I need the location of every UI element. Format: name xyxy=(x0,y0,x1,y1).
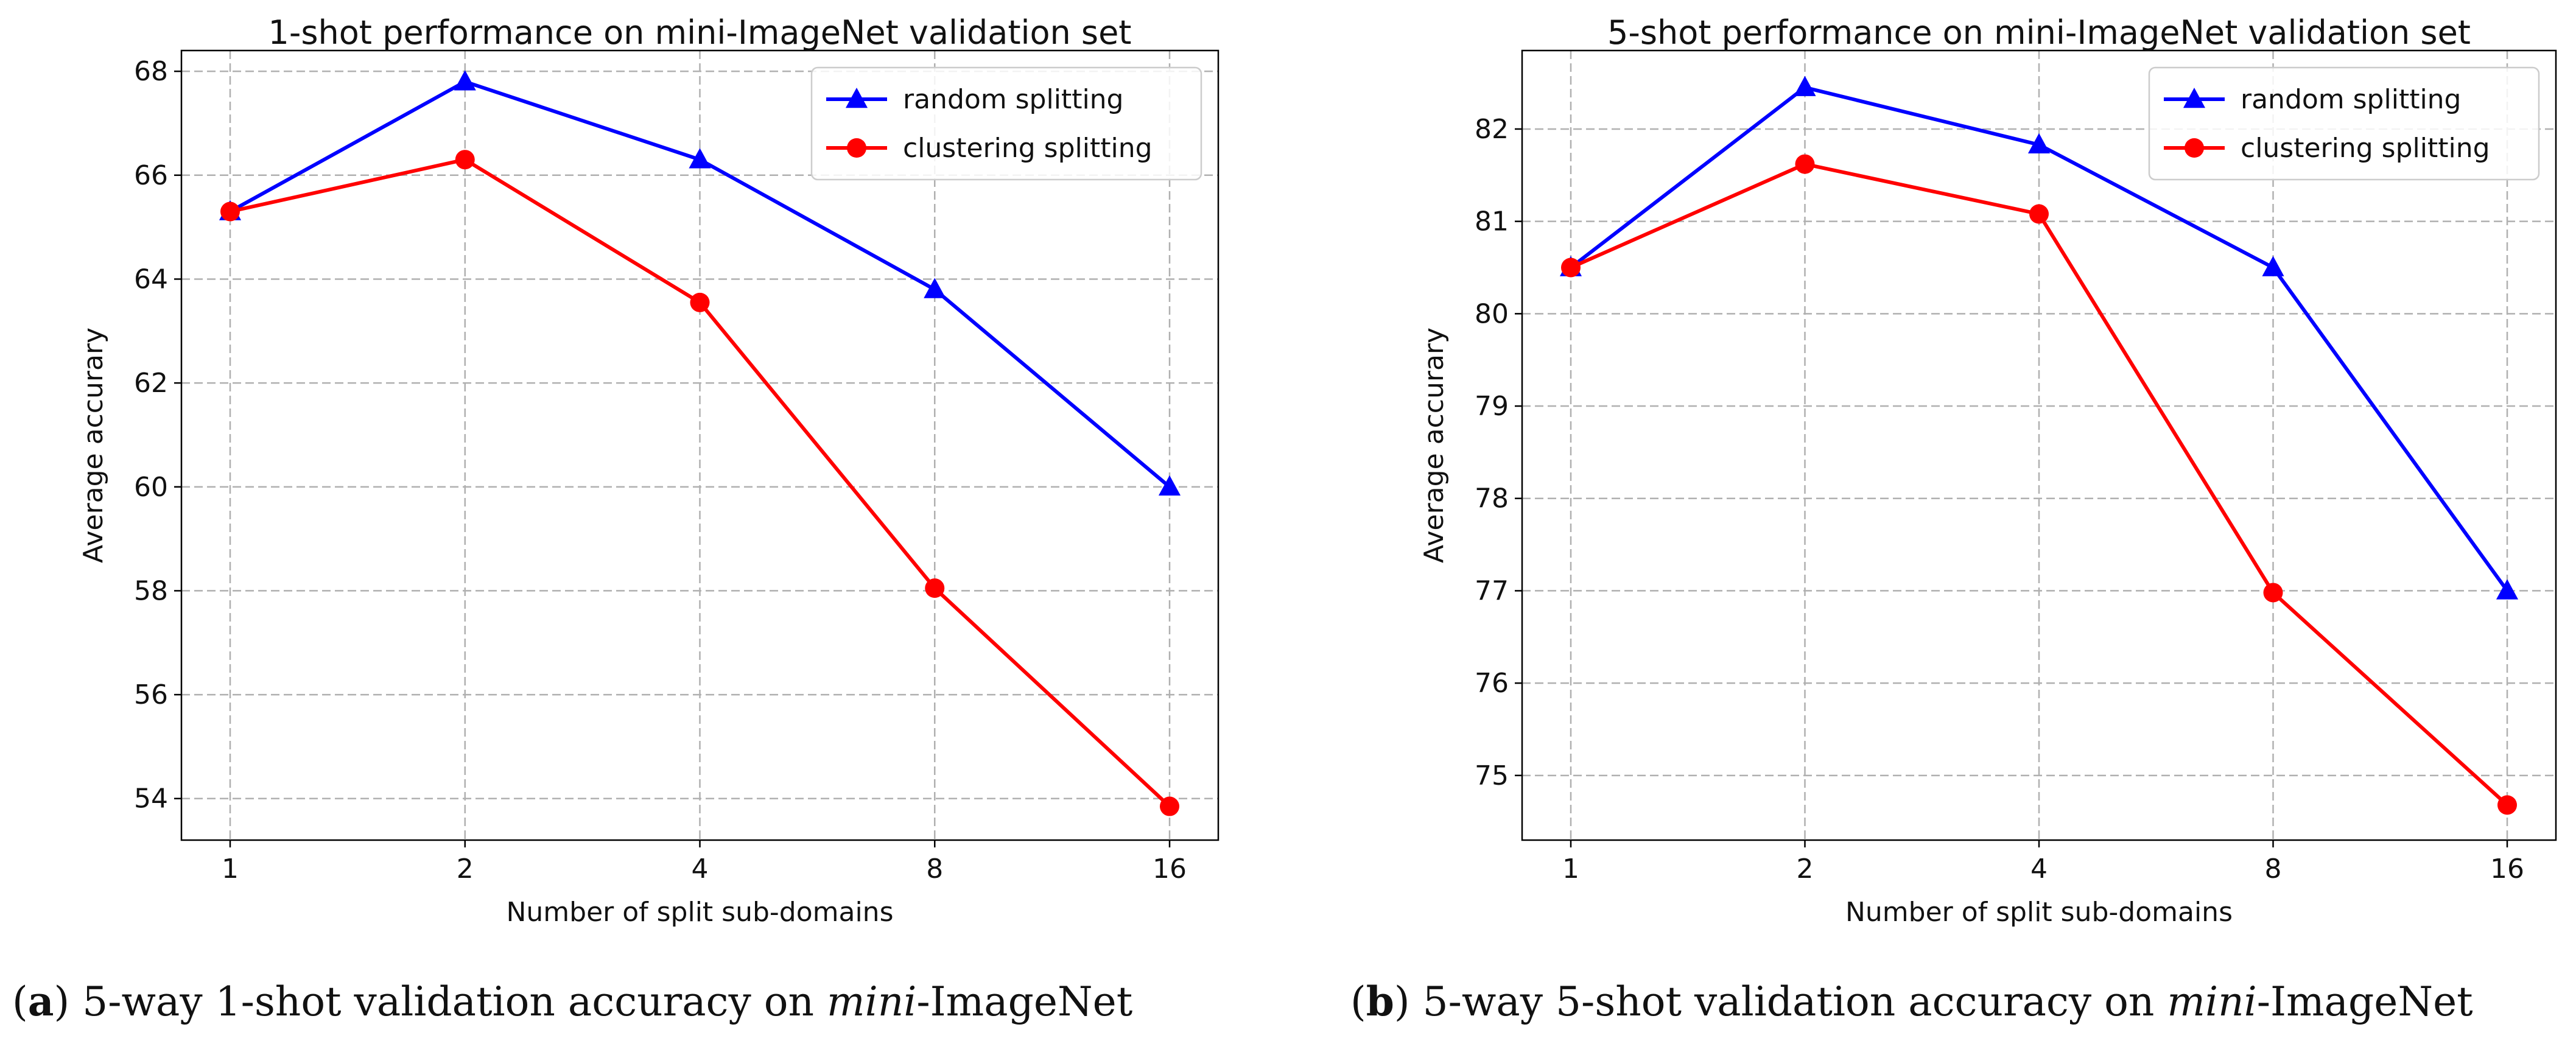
caption-paren-open: ( xyxy=(12,978,28,1025)
data-point xyxy=(925,578,945,598)
y-tick-label: 77 xyxy=(1475,575,1509,606)
data-point xyxy=(2029,204,2049,224)
y-tick-label: 56 xyxy=(134,679,168,710)
chart-title: 5-shot performance on mini-ImageNet vali… xyxy=(1607,13,2471,52)
data-point xyxy=(1795,154,1815,174)
legend-marker xyxy=(845,88,868,108)
legend-marker xyxy=(847,138,866,158)
data-point xyxy=(1158,475,1181,496)
legend-label: clustering splitting xyxy=(903,133,1153,164)
figure-caption: (b) 5-way 5-shot validation accuracy on … xyxy=(1350,978,2473,1025)
x-tick-label: 8 xyxy=(926,853,943,885)
legend-label: clustering splitting xyxy=(2241,133,2490,164)
data-point xyxy=(924,278,946,298)
legend-label: random splitting xyxy=(903,84,1123,115)
y-tick-label: 58 xyxy=(134,575,168,606)
data-point xyxy=(1160,796,1179,816)
x-tick-label: 8 xyxy=(2265,853,2282,885)
x-axis-label: Number of split sub-domains xyxy=(506,897,893,928)
caption-paren-close: ) xyxy=(1394,978,1423,1025)
y-tick-label: 75 xyxy=(1475,760,1509,791)
caption-label: a xyxy=(28,978,54,1025)
caption-emph: mini xyxy=(2167,978,2256,1025)
x-axis-label: Number of split sub-domains xyxy=(1845,897,2233,928)
y-tick-label: 81 xyxy=(1475,206,1509,237)
data-point xyxy=(2027,133,2051,153)
y-axis-label: Average accurary xyxy=(78,328,109,563)
x-tick-label: 16 xyxy=(1153,853,1187,885)
data-point xyxy=(2496,579,2519,600)
x-tick-label: 4 xyxy=(2030,853,2048,885)
figure-caption: (a) 5-way 1-shot validation accuracy on … xyxy=(12,978,1132,1025)
y-tick-label: 68 xyxy=(134,56,168,87)
y-tick-label: 82 xyxy=(1475,114,1509,145)
chart-panel-1: 1 2 4 8 16 54 56 58 60 62 64 66 68 1-shot performance… xyxy=(12,13,1220,1025)
caption-paren-open: ( xyxy=(1350,978,1366,1025)
data-point xyxy=(690,292,710,312)
chart-title: 1-shot performance on mini-ImageNet vali… xyxy=(268,13,1132,52)
legend-marker xyxy=(2185,138,2204,158)
data-point xyxy=(2262,256,2284,276)
y-tick-label: 66 xyxy=(134,160,168,191)
data-point xyxy=(220,202,240,222)
data-point xyxy=(689,148,711,169)
legend: random splitting clustering splitting xyxy=(2148,66,2540,181)
y-tick-label: 80 xyxy=(1475,298,1509,329)
y-tick-label: 64 xyxy=(134,264,168,295)
data-point xyxy=(455,150,475,170)
x-tick-label: 1 xyxy=(1562,853,1579,885)
caption-paren-close: ) xyxy=(54,978,83,1025)
x-tick-label: 2 xyxy=(457,853,474,885)
y-tick-label: 79 xyxy=(1475,391,1509,422)
legend-box xyxy=(2148,66,2540,181)
data-point xyxy=(1561,258,1581,278)
caption-prefix: 5-way 5-shot validation accuracy on xyxy=(1423,978,2167,1025)
caption-suffix: -ImageNet xyxy=(916,978,1132,1025)
y-tick-label: 54 xyxy=(134,783,168,815)
legend-box xyxy=(810,66,1202,181)
y-axis-label: Average accurary xyxy=(1419,328,1450,563)
y-tick-label: 60 xyxy=(134,472,168,503)
series-clustering-splitting xyxy=(220,150,1179,816)
legend-label: random splitting xyxy=(2241,84,2461,115)
data-point xyxy=(454,70,476,91)
y-tick-label: 62 xyxy=(134,368,168,399)
data-point xyxy=(2263,583,2283,603)
x-tick-label: 16 xyxy=(2490,853,2524,885)
x-tick-label: 4 xyxy=(692,853,709,885)
y-tick-label: 78 xyxy=(1475,483,1509,514)
legend-marker xyxy=(2183,88,2206,108)
y-tick-label: 76 xyxy=(1475,668,1509,699)
caption-prefix: 5-way 1-shot validation accuracy on xyxy=(82,978,827,1025)
x-tick-label: 2 xyxy=(1797,853,1814,885)
data-point xyxy=(1794,75,1816,96)
legend: random splitting clustering splitting xyxy=(810,66,1202,181)
caption-label: b xyxy=(1366,978,1394,1025)
caption-emph: mini xyxy=(827,978,916,1025)
x-tick-label: 1 xyxy=(222,853,239,885)
series-clustering-splitting xyxy=(1561,154,2517,815)
data-point xyxy=(2497,795,2517,815)
chart-panel-2: 1 2 4 8 16 75 76 77 78 79 80 81 82 5-shot performance… xyxy=(1350,13,2557,1025)
caption-suffix: -ImageNet xyxy=(2257,978,2473,1025)
